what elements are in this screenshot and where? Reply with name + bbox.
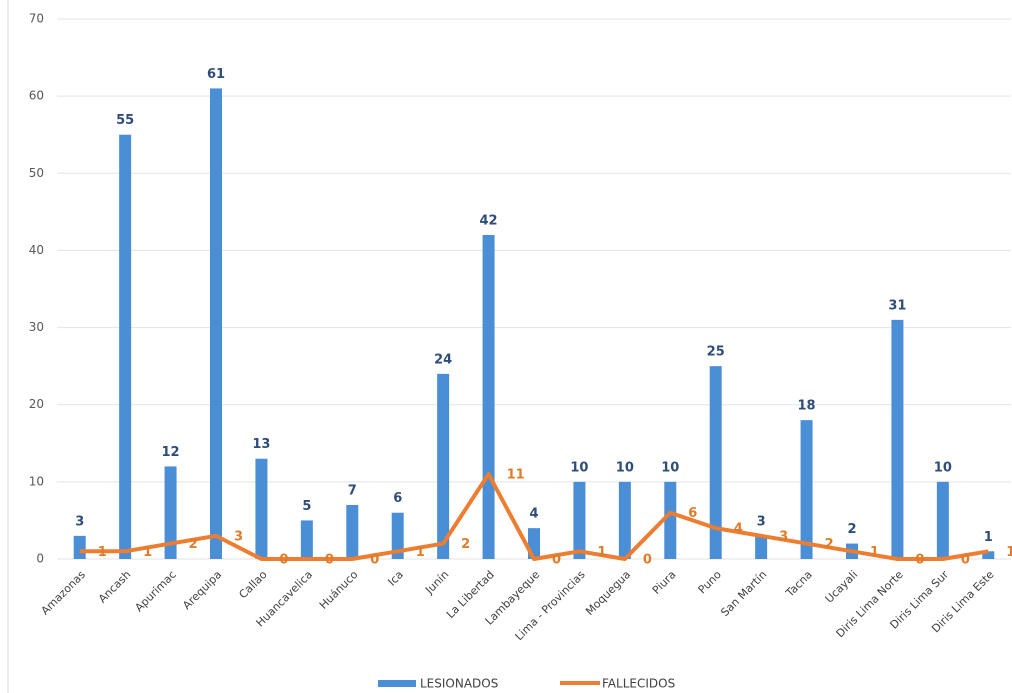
line-value-label: 0 [370,553,379,568]
line-value-label: 0 [552,553,561,568]
bar [437,373,450,559]
y-tick-label: 40 [29,243,44,257]
bar [482,235,495,559]
bar [800,420,813,559]
bar [255,458,268,559]
x-tick-label: Arequipa [180,568,224,612]
bar-value-label: 18 [798,399,816,414]
line-value-label: 0 [961,553,970,568]
line-value-label: 1 [143,545,152,560]
x-tick-label: Ucayali [823,568,861,606]
x-tick-label: Puno [696,568,725,597]
line-value-label: 2 [825,537,834,552]
y-tick-label: 20 [29,397,44,411]
bar [936,481,949,559]
legend-swatch [378,680,416,687]
bar [391,512,404,559]
line-value-label: 2 [461,537,470,552]
x-tick-label: Piura [650,568,679,597]
x-tick-label: Callao [236,568,269,601]
y-tick-label: 10 [29,474,44,488]
bar-value-label: 31 [888,298,906,313]
y-tick-label: 70 [29,12,44,26]
line [79,472,989,561]
bar-value-label: 6 [393,491,402,506]
bar [210,88,222,559]
line-value-label: 1 [416,545,425,560]
bar [891,319,904,559]
line-value-label: 2 [189,537,198,552]
bar [119,134,132,559]
bar-value-label: 3 [757,514,766,529]
x-tick-label: Junín [422,568,451,597]
bar-value-label: 7 [348,484,357,499]
line-value-label: 0 [915,553,924,568]
bar-value-label: 61 [207,67,225,82]
bar-value-label: 10 [570,460,588,475]
bar [73,535,86,559]
bar [300,520,313,559]
x-tick-label: Huánuco [317,568,361,612]
x-tick-label: Apurimac [132,568,178,614]
bar [618,481,631,559]
y-tick-label: 30 [29,320,44,334]
bar [982,551,995,559]
x-tick-label: Tacna [783,568,815,600]
bar-value-label: 2 [847,522,856,537]
bar [709,366,722,559]
x-tick-label: Moquegua [583,568,633,618]
bar-value-label: 42 [480,214,498,229]
x-tick-label: Amazonas [39,568,89,618]
bar-value-label: 1 [984,530,993,545]
bar-value-label: 4 [529,507,538,522]
legend-label: LESIONADOS [420,677,498,691]
bar-value-label: 10 [661,460,679,475]
line-value-label: 1 [1006,545,1012,560]
bar-value-label: 12 [162,445,180,460]
line-value-label: 0 [325,553,334,568]
bar-value-label: 13 [252,437,270,452]
bar-value-label: 55 [116,113,134,128]
bar-value-label: 3 [75,514,84,529]
line-value-label: 0 [643,553,652,568]
line-value-label: 11 [507,468,525,483]
bar-value-label: 10 [616,460,634,475]
line-value-label: 6 [688,506,697,521]
x-tick-label: San Martín [718,568,769,619]
line-value-label: 1 [597,545,606,560]
bar-value-label: 24 [434,352,452,367]
line-value-label: 1 [870,545,879,560]
line-value-label: 1 [98,545,107,560]
line-value-label: 3 [779,529,788,544]
x-tick-label: Ica [385,568,406,589]
bar-value-label: 5 [302,499,311,514]
y-tick-label: 60 [29,89,44,103]
bar-value-label: 25 [707,345,725,360]
line-value-label: 0 [279,553,288,568]
y-tick-label: 50 [29,166,44,180]
line-value-label: 3 [234,529,243,544]
bar [755,535,768,559]
bar [573,481,586,559]
line-value-label: 4 [734,522,743,537]
bar [346,505,359,559]
legend-label: FALLECIDOS [602,677,675,691]
bar [664,481,677,559]
x-tick-label: Ancash [96,568,133,605]
y-tick-label: 0 [36,552,44,566]
bar-value-label: 10 [934,460,952,475]
bar [164,466,177,559]
